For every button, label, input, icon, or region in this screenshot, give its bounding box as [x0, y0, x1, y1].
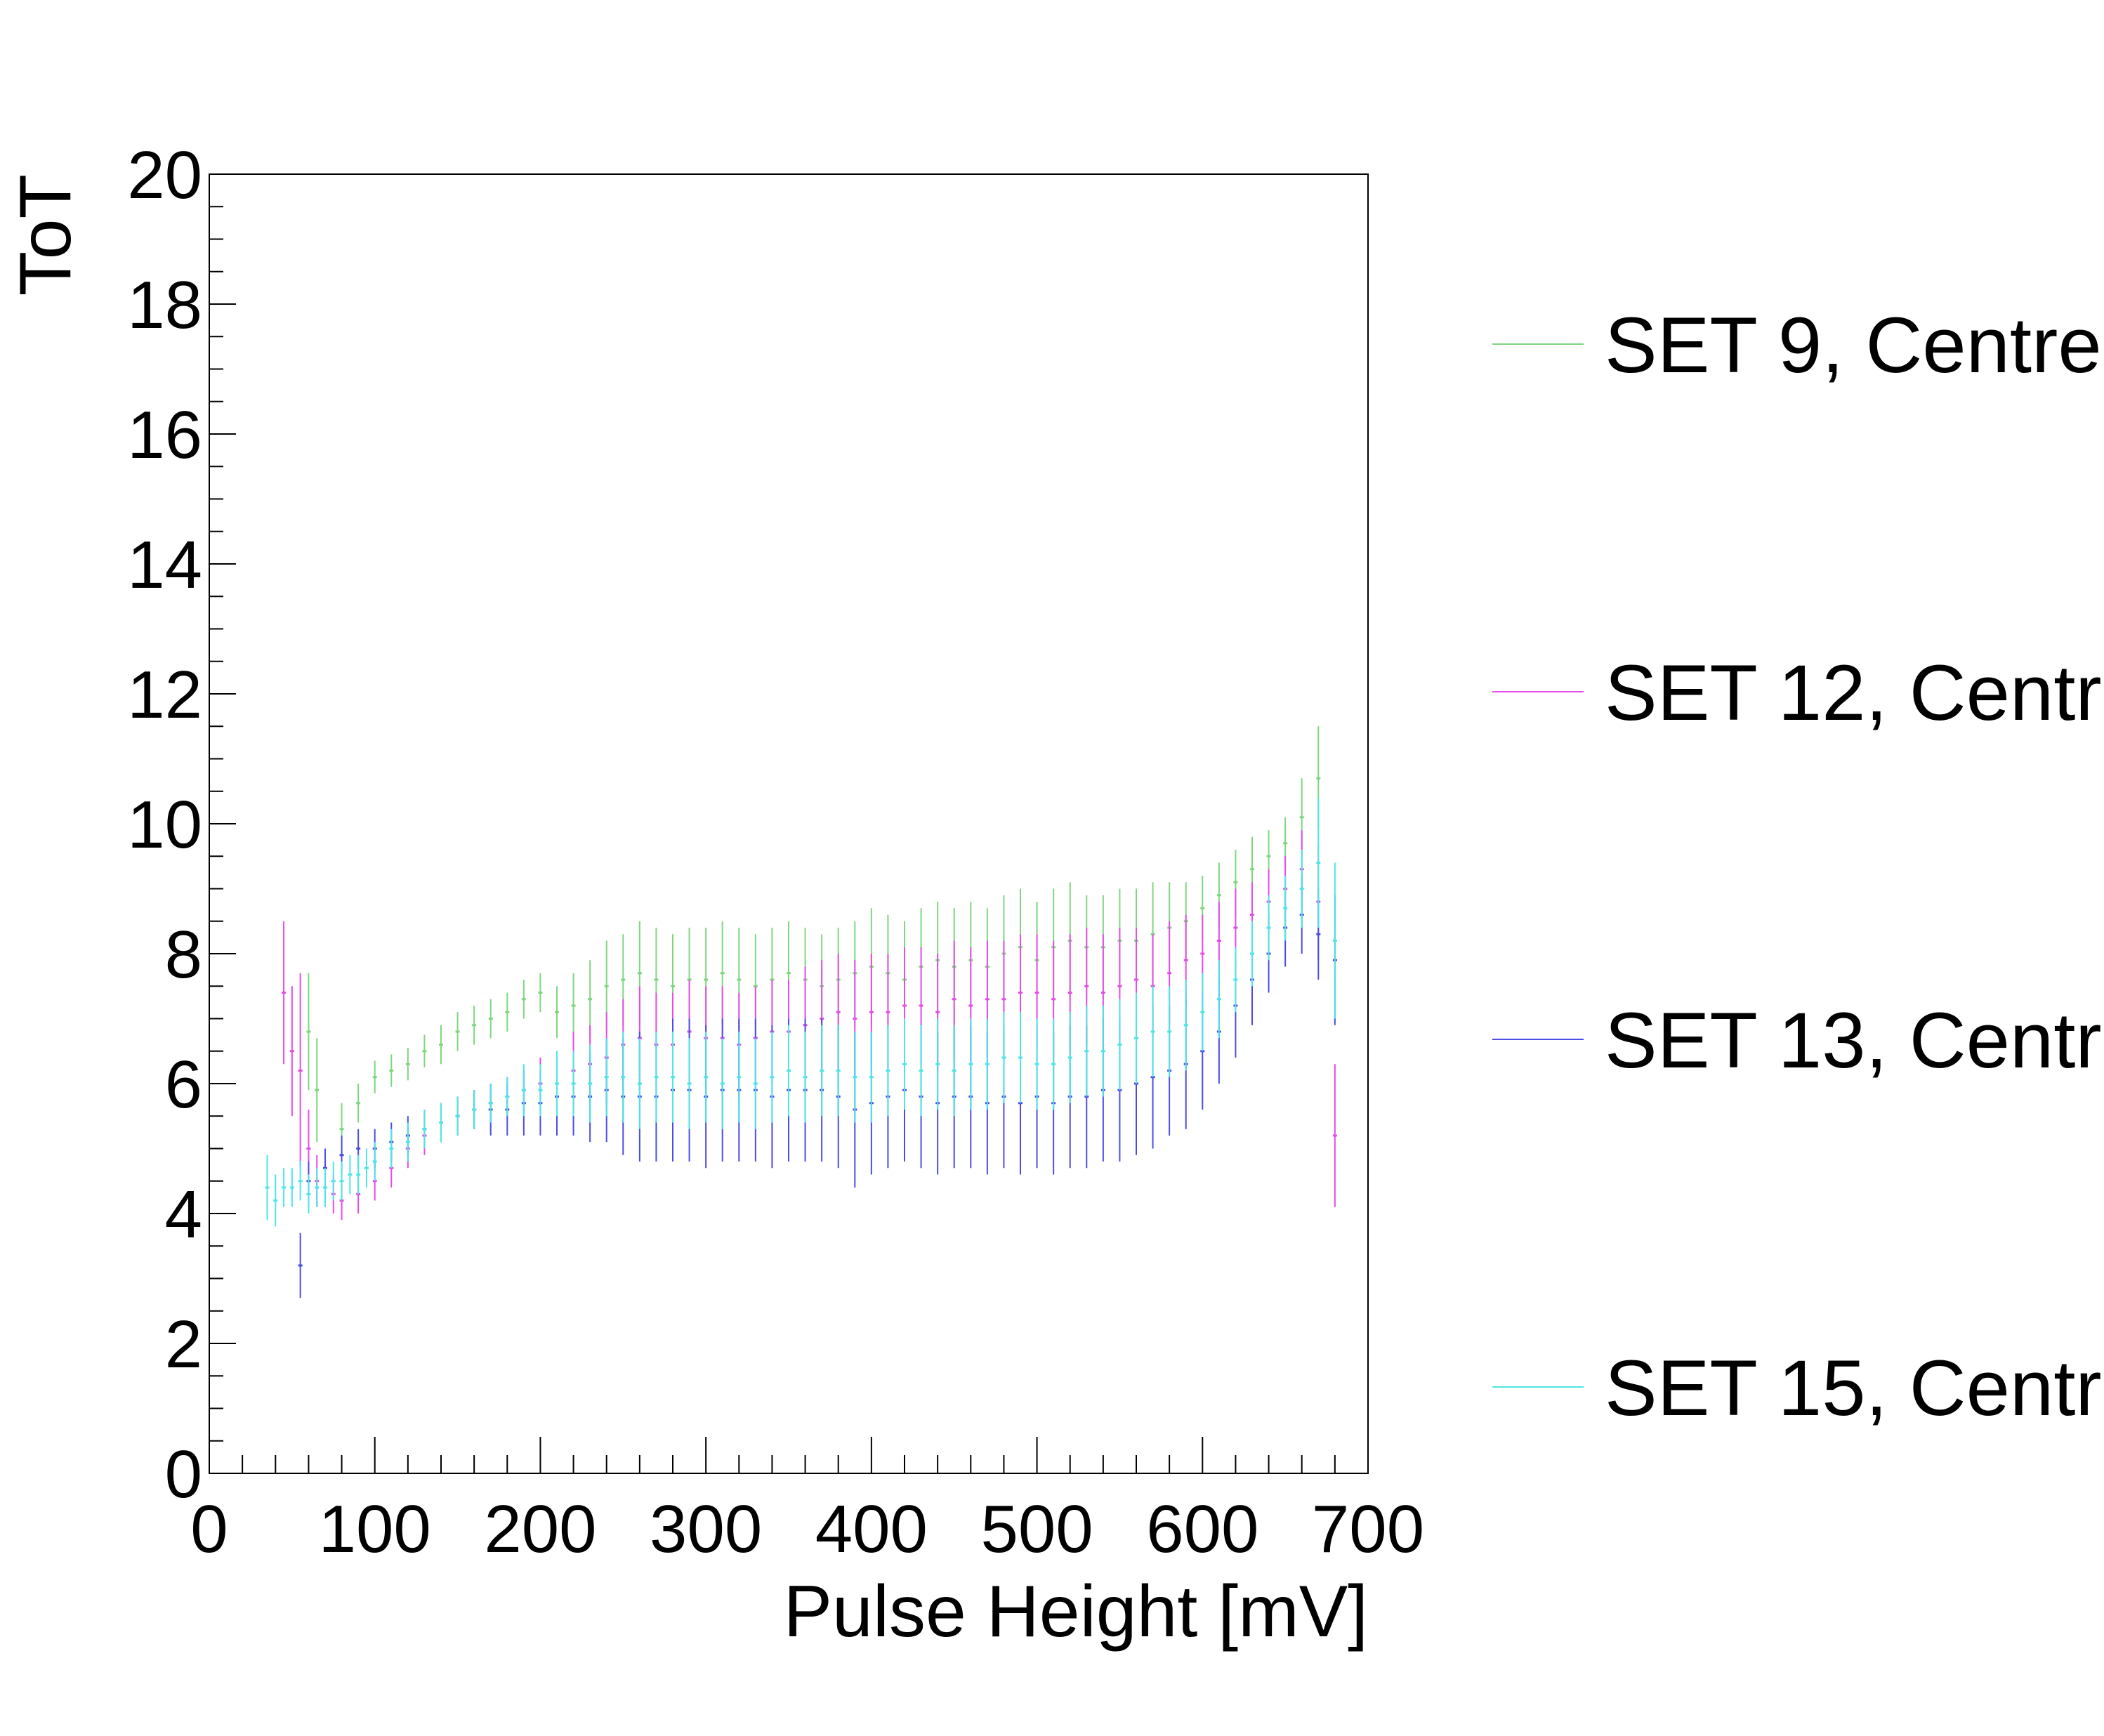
- y-tick-label: 6: [165, 1047, 202, 1122]
- plot-area: [265, 726, 1337, 1298]
- y-axis-title: ToT: [5, 174, 86, 296]
- y-tick-label: 2: [165, 1307, 202, 1382]
- legend-label: SET 15, Centre: [1605, 1344, 2104, 1432]
- x-tick-label: 200: [484, 1492, 596, 1567]
- x-tick-label: 600: [1146, 1492, 1258, 1567]
- y-tick-label: 4: [165, 1177, 202, 1252]
- x-axis-title: Pulse Height [mV]: [784, 1571, 1368, 1652]
- plot-frame: [209, 173, 1369, 1474]
- series-set-13: [298, 876, 1337, 1298]
- y-axis: 0 2 4 6 8 10 12 14 16 18 20: [127, 138, 236, 1512]
- legend-label: SET 13, Centre: [1605, 997, 2104, 1084]
- x-tick-label: 100: [319, 1492, 431, 1567]
- legend-label: SET 12, Centre: [1605, 649, 2104, 737]
- x-tick-label: 300: [650, 1492, 762, 1567]
- y-tick-label: 18: [127, 268, 202, 343]
- legend-label: SET 9, Centre: [1605, 301, 2102, 389]
- y-tick-label: 0: [165, 1437, 202, 1512]
- y-tick-label: 16: [127, 397, 202, 473]
- x-tick-label: 0: [190, 1492, 228, 1567]
- x-tick-label: 500: [980, 1492, 1093, 1567]
- x-axis: 0 100 200 300 400 500 600 700: [190, 1437, 1424, 1567]
- y-tick-label: 10: [127, 787, 202, 862]
- series-set-15: [265, 798, 1337, 1227]
- x-tick-label: 400: [815, 1492, 928, 1567]
- y-tick-label: 12: [127, 657, 202, 732]
- y-tick-label: 8: [165, 917, 202, 992]
- y-tick-label: 20: [127, 138, 202, 213]
- legend: SET 9, Centre SET 12, Centre SET 13, Centr…: [1492, 301, 2104, 1432]
- series-set-12: [282, 830, 1337, 1221]
- y-tick-label: 14: [127, 527, 202, 603]
- x-tick-label: 700: [1312, 1492, 1424, 1567]
- series-set-9: [306, 726, 1321, 1155]
